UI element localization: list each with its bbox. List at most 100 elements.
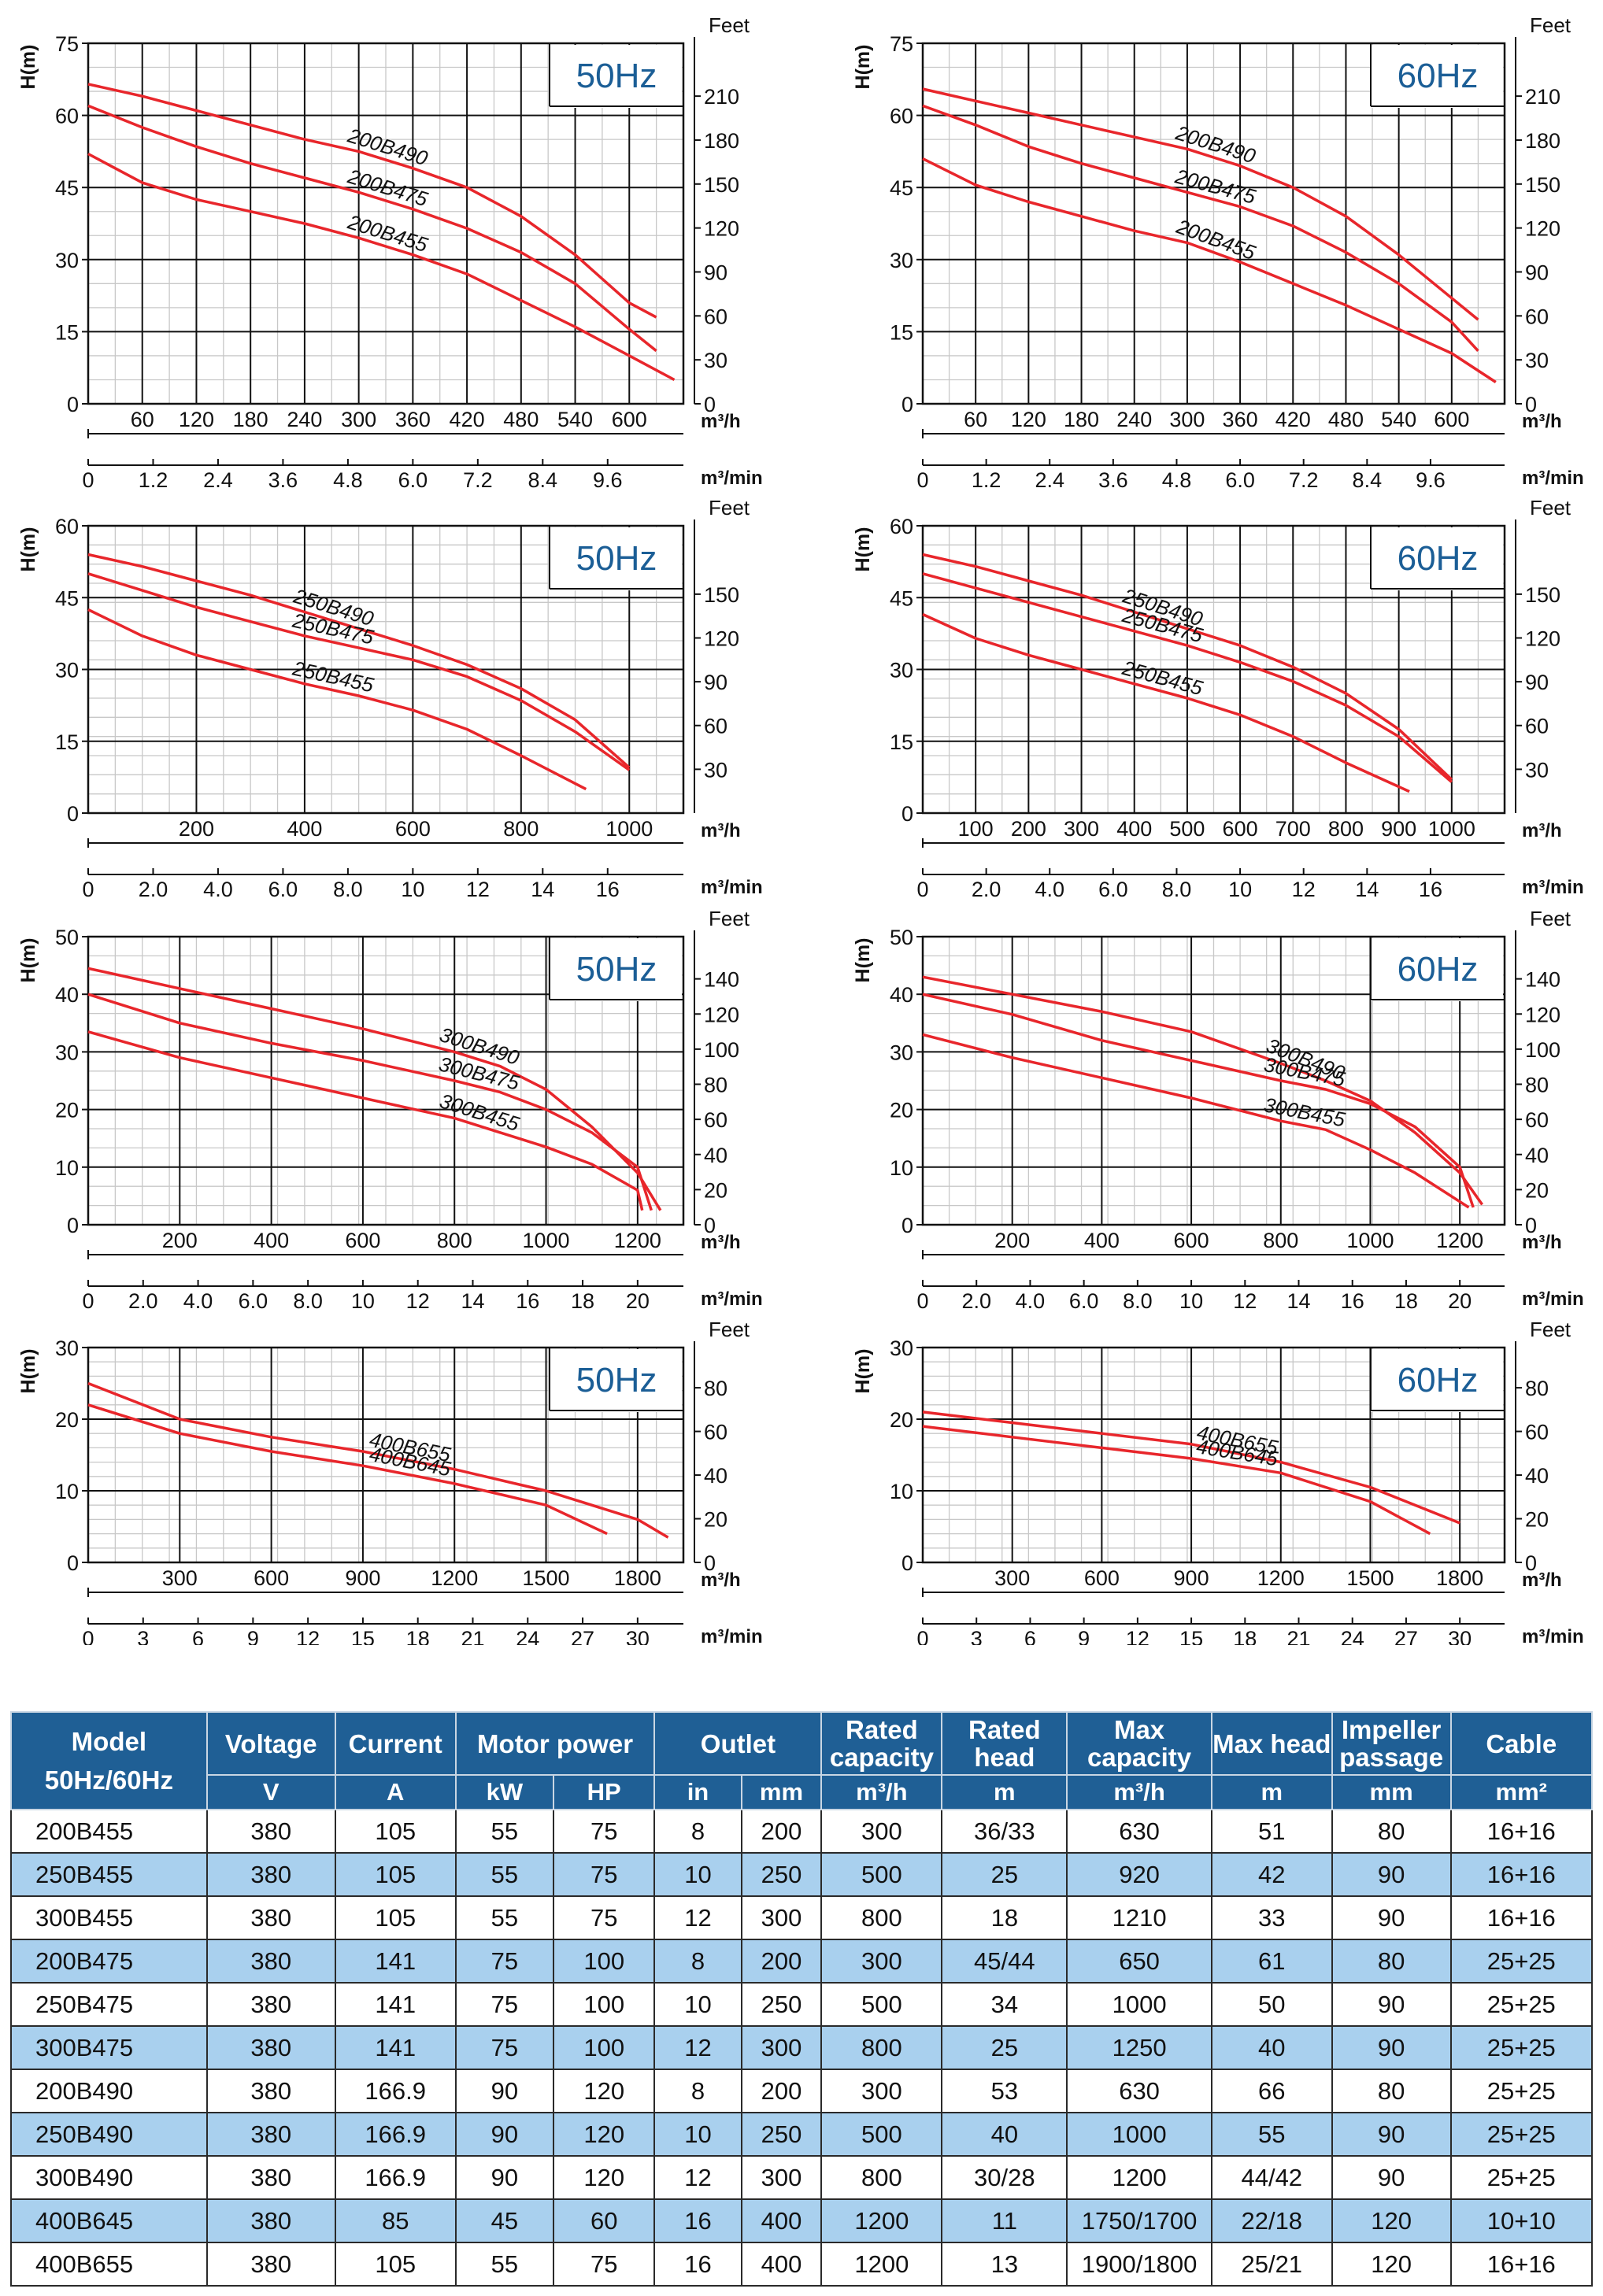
curve-250B475 bbox=[87, 572, 631, 771]
cell-outlet-mm: 200 bbox=[740, 1809, 823, 1854]
y-tick-label: 45 bbox=[55, 586, 79, 610]
x-tick-label: 200 bbox=[179, 817, 214, 841]
feet-tick-label: 140 bbox=[1525, 968, 1560, 992]
x-tick-label: 800 bbox=[1263, 1229, 1298, 1252]
feet-tick-label: 180 bbox=[704, 129, 739, 153]
table-row: 200B490 380 166.9 90 120 8 200 300 53 630 66 80 25+2… bbox=[10, 2069, 1594, 2113]
y-tick-label: 30 bbox=[55, 249, 79, 272]
x-unit-label: m³/h bbox=[701, 1569, 741, 1591]
cell-current: 141 bbox=[334, 2025, 457, 2070]
min-tick-label: 16 bbox=[516, 1289, 539, 1313]
performance-charts: 50Hz01530456075H(m)Feet03060901201501802… bbox=[17, 13, 1584, 1645]
x-tick-label: 1200 bbox=[1436, 1229, 1483, 1252]
feet-tick-label: 100 bbox=[1525, 1038, 1560, 1062]
cell-voltage: 380 bbox=[205, 2025, 336, 2070]
min-tick-label: 4.0 bbox=[203, 878, 233, 901]
x-tick-label: 600 bbox=[612, 408, 647, 431]
cell-cable: 16+16 bbox=[1449, 1895, 1594, 1940]
feet-tick-label: 60 bbox=[1525, 1421, 1549, 1444]
y-tick-label: 75 bbox=[890, 32, 913, 56]
cell-rated-head: 25 bbox=[941, 1852, 1068, 1897]
y-tick-label: 10 bbox=[55, 1156, 79, 1180]
feet-tick-label: 0 bbox=[704, 1551, 716, 1575]
table-row: 250B490 380 166.9 90 120 10 250 500 40 1000 55 90 25… bbox=[10, 2112, 1594, 2157]
cell-max-head: 40 bbox=[1210, 2025, 1333, 2070]
col-impeller-passage: Impeller passage bbox=[1331, 1711, 1452, 1776]
min-tick-label: 6 bbox=[192, 1627, 204, 1645]
cell-cable: 25+25 bbox=[1449, 1982, 1594, 2027]
cell-kw: 55 bbox=[454, 1852, 555, 1897]
min-tick-label: 3 bbox=[137, 1627, 149, 1645]
cell-max-capacity: 920 bbox=[1066, 1852, 1212, 1897]
min-tick-label: 2.0 bbox=[139, 878, 168, 901]
cell-model: 300B475 bbox=[10, 2025, 208, 2070]
min-tick-label: 16 bbox=[1341, 1289, 1364, 1313]
curve-400B655 bbox=[87, 1381, 669, 1539]
x-unit-label: m³/h bbox=[701, 411, 741, 432]
cell-current: 166.9 bbox=[334, 2155, 457, 2200]
min-tick-label: 2.0 bbox=[128, 1289, 158, 1313]
x-tick-label: 1000 bbox=[1428, 817, 1475, 841]
x-tick-label: 1800 bbox=[614, 1566, 661, 1590]
unit-max-capacity: m³/h bbox=[1066, 1774, 1212, 1810]
cell-hp: 75 bbox=[552, 1895, 656, 1940]
freq-label-box bbox=[550, 527, 682, 590]
cell-current: 166.9 bbox=[334, 2069, 457, 2113]
feet-tick-label: 80 bbox=[1525, 1377, 1549, 1400]
feet-tick-label: 30 bbox=[704, 349, 727, 372]
x-tick-label: 400 bbox=[1084, 1229, 1120, 1252]
x-tick-label: 300 bbox=[341, 408, 376, 431]
y-tick-label: 30 bbox=[890, 1041, 913, 1064]
min-tick-label: 8.4 bbox=[1353, 468, 1383, 492]
min-tick-label: 0 bbox=[916, 878, 928, 901]
unit-rated-capacity: m³/h bbox=[820, 1774, 943, 1810]
curve-200B490 bbox=[922, 87, 1479, 321]
y-tick-label: 40 bbox=[55, 983, 79, 1007]
table-row: 300B475 380 141 75 100 12 300 800 25 1250 40 90 25+2… bbox=[10, 2025, 1594, 2070]
cell-max-head: 22/18 bbox=[1210, 2198, 1333, 2243]
min-tick-label: 24 bbox=[1341, 1627, 1364, 1645]
x-tick-label: 300 bbox=[162, 1566, 198, 1590]
cell-rated-capacity: 300 bbox=[820, 1939, 943, 1984]
x-tick-label: 100 bbox=[958, 817, 994, 841]
cell-max-capacity: 1000 bbox=[1066, 2112, 1212, 2157]
x-unit-label: m³/h bbox=[1522, 820, 1562, 841]
y-tick-label: 30 bbox=[890, 249, 913, 272]
unit-hp: HP bbox=[552, 1774, 656, 1810]
plot-frame bbox=[921, 42, 1506, 405]
unit-kw: kW bbox=[454, 1774, 555, 1810]
min-tick-label: 2.4 bbox=[203, 468, 233, 492]
x-tick-label: 700 bbox=[1275, 817, 1311, 841]
x-unit-label: m³/h bbox=[1522, 1569, 1562, 1591]
cell-cable: 25+25 bbox=[1449, 2155, 1594, 2200]
table-row: 200B455 380 105 55 75 8 200 300 36/33 630 51 80 16+1… bbox=[10, 1809, 1594, 1854]
x-tick-label: 1200 bbox=[614, 1229, 661, 1252]
cell-current: 105 bbox=[334, 1809, 457, 1854]
cell-kw: 75 bbox=[454, 1982, 555, 2027]
curve-250B490 bbox=[87, 553, 631, 769]
y-tick-label: 0 bbox=[901, 393, 913, 416]
cell-model: 400B655 bbox=[10, 2242, 208, 2287]
cell-voltage: 380 bbox=[205, 2242, 336, 2287]
feet-tick-label: 40 bbox=[1525, 1464, 1549, 1488]
table-row: 250B455 380 105 55 75 10 250 500 25 920 42 90 16+16 bbox=[10, 1852, 1594, 1897]
feet-tick-label: 210 bbox=[1525, 85, 1560, 109]
cell-outlet-in: 10 bbox=[653, 2112, 742, 2157]
x-tick-label: 600 bbox=[395, 817, 431, 841]
cell-kw: 55 bbox=[454, 1895, 555, 1940]
cell-rated-head: 36/33 bbox=[941, 1809, 1068, 1854]
cell-impeller-passage: 80 bbox=[1331, 1809, 1452, 1854]
cell-rated-capacity: 500 bbox=[820, 1852, 943, 1897]
specification-table: Model 50Hz/60Hz Voltage Current Motor pow… bbox=[10, 1711, 1594, 2287]
min-tick-label: 3 bbox=[971, 1627, 983, 1645]
cell-outlet-mm: 300 bbox=[740, 2155, 823, 2200]
x-tick-label: 480 bbox=[1328, 408, 1364, 431]
cell-rated-capacity: 800 bbox=[820, 1895, 943, 1940]
min-tick-label: 4.8 bbox=[333, 468, 363, 492]
y-tick-label: 45 bbox=[890, 176, 913, 200]
cell-rated-head: 25 bbox=[941, 2025, 1068, 2070]
cell-voltage: 380 bbox=[205, 1852, 336, 1897]
feet-tick-label: 90 bbox=[704, 671, 727, 694]
y-tick-label: 15 bbox=[55, 320, 79, 344]
cell-impeller-passage: 80 bbox=[1331, 1939, 1452, 1984]
